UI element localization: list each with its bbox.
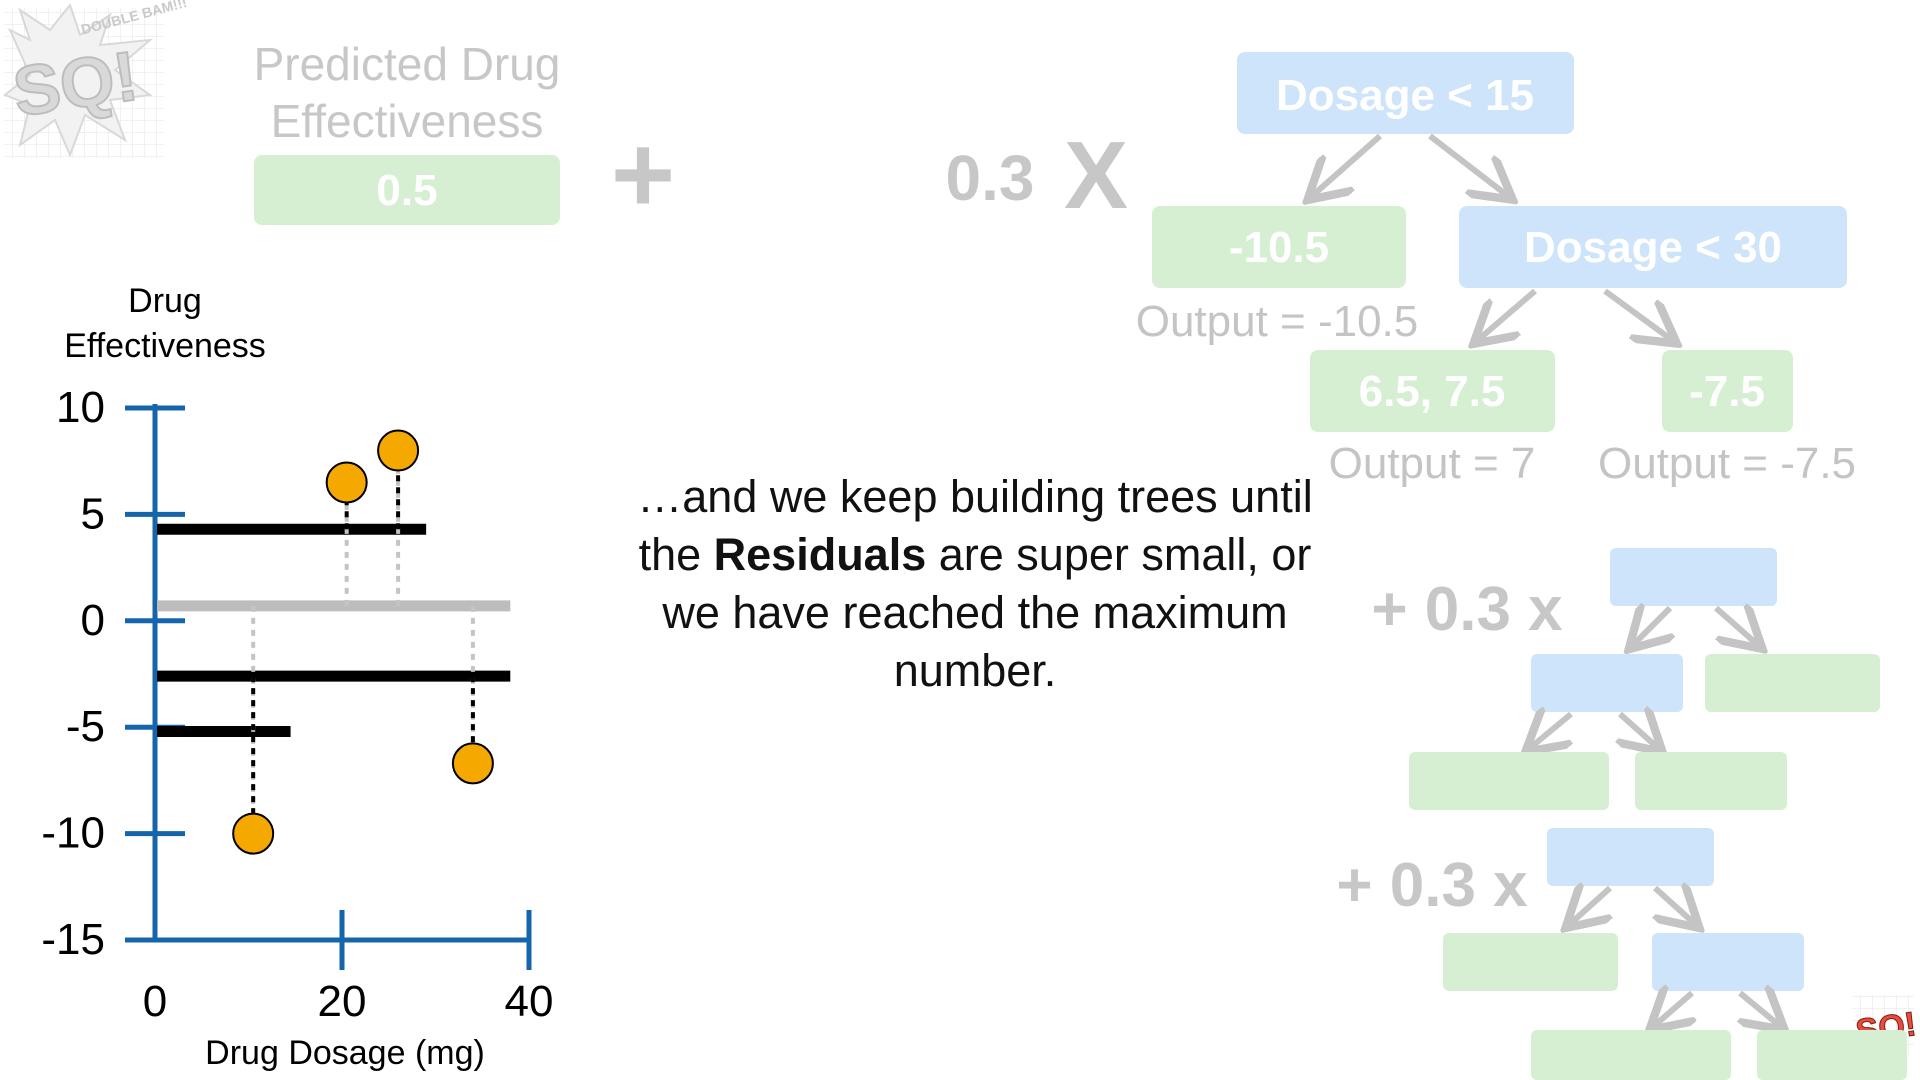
learning-rate: 0.3 xyxy=(946,142,1035,214)
t2-right-leaf xyxy=(1705,654,1880,712)
caption-text-before: …and we keep building trees until the xyxy=(637,471,1313,580)
initial-prediction: Predicted Drug Effectiveness 0.5 + xyxy=(254,38,676,236)
prediction-value-box xyxy=(254,155,560,225)
t2-arrow-lr xyxy=(1620,714,1658,748)
t2-arrow-ll xyxy=(1530,714,1571,748)
residual-chart: Drug Effectiveness Drug Dosage (mg) 10 5 0… xyxy=(41,282,553,1072)
arrow-right-right xyxy=(1603,288,1672,340)
t2-root-node xyxy=(1610,548,1777,606)
tree-left-leaf xyxy=(1152,206,1406,288)
tree-root-label: Dosage < 15 xyxy=(1276,71,1534,120)
x-tick-label: 20 xyxy=(318,977,367,1026)
t3-left-leaf xyxy=(1443,933,1618,991)
tree-right-leaf xyxy=(1662,350,1793,432)
tree-mid-output: Output = 7 xyxy=(1329,439,1536,488)
data-point xyxy=(325,461,368,504)
t3-arrow-rl xyxy=(1654,993,1692,1026)
x-tick-label: 0 xyxy=(143,977,167,1026)
t3-rl-leaf xyxy=(1531,1030,1731,1080)
t3-right-node xyxy=(1652,933,1804,991)
arrow-right-left xyxy=(1478,288,1537,340)
data-point xyxy=(377,429,420,472)
chart-marks: 10 5 0 -5 -10 -15 0 20 40 xyxy=(41,383,553,1026)
data-point xyxy=(232,812,275,855)
y-axis-label-line2: Effectiveness xyxy=(64,327,266,365)
plus-sign: + xyxy=(611,113,675,236)
t3-arrow-left xyxy=(1570,888,1610,924)
times-sign: X xyxy=(1064,122,1128,229)
tree-mid-leaf-label: 6.5, 7.5 xyxy=(1359,367,1506,416)
x-axis-label: Drug Dosage (mg) xyxy=(205,1034,485,1072)
t2-ll-leaf xyxy=(1409,752,1609,810)
caption: …and we keep building trees until the Re… xyxy=(620,468,1330,700)
t2-arrow-right xyxy=(1714,608,1758,645)
first-tree: 0.3 X Dosage < 15 -10.5 Output = -10.5 D… xyxy=(946,52,1856,488)
tree-right-node xyxy=(1459,206,1847,288)
y-tick-label: -10 xyxy=(41,809,105,858)
t2-lr-leaf xyxy=(1635,752,1787,810)
t2-arrow-left xyxy=(1633,608,1670,645)
y-tick-label: -15 xyxy=(41,915,105,964)
tree-right-node-label: Dosage < 30 xyxy=(1524,223,1782,272)
x-tick-label: 40 xyxy=(505,977,554,1026)
tree-right-output: Output = -7.5 xyxy=(1598,439,1856,488)
t3-rr-leaf xyxy=(1757,1030,1907,1080)
tree-root-node xyxy=(1237,52,1574,134)
arrow-root-left xyxy=(1312,133,1382,196)
tree-mid-leaf xyxy=(1310,350,1555,432)
third-tree-term: + 0.3 x xyxy=(1336,851,1528,920)
logo-letters: SQ! xyxy=(8,36,142,131)
data-point xyxy=(451,742,494,785)
arrow-root-right xyxy=(1428,133,1508,196)
tree-left-output: Output = -10.5 xyxy=(1136,297,1419,346)
second-tree-term: + 0.3 x xyxy=(1371,575,1563,644)
caption-bold-residuals: Residuals xyxy=(713,529,927,580)
t3-root-node xyxy=(1547,828,1714,886)
tree-left-leaf-label: -10.5 xyxy=(1229,223,1329,272)
y-tick-label: 0 xyxy=(81,596,105,645)
second-tree: + 0.3 x xyxy=(1371,548,1880,810)
logo-burst-shape xyxy=(3,2,154,158)
t2-left-node xyxy=(1531,654,1683,712)
y-axis-label-line1: Drug xyxy=(128,282,202,320)
prediction-title-line1: Predicted Drug xyxy=(254,38,561,90)
y-tick-label: 10 xyxy=(56,383,105,432)
prediction-value: 0.5 xyxy=(376,166,437,215)
tree-right-leaf-label: -7.5 xyxy=(1689,367,1765,416)
t3-arrow-right xyxy=(1655,888,1695,924)
caption-text-after: are super small, or we have reached the … xyxy=(662,529,1312,696)
statquest-logo: SQ! DOUBLE BAM!!! xyxy=(3,0,189,158)
prediction-title-line2: Effectiveness xyxy=(271,95,544,147)
t3-arrow-rr xyxy=(1740,993,1780,1026)
y-tick-label: 5 xyxy=(81,489,105,538)
third-tree: + 0.3 x xyxy=(1336,828,1907,1080)
y-tick-label: -5 xyxy=(66,702,105,751)
